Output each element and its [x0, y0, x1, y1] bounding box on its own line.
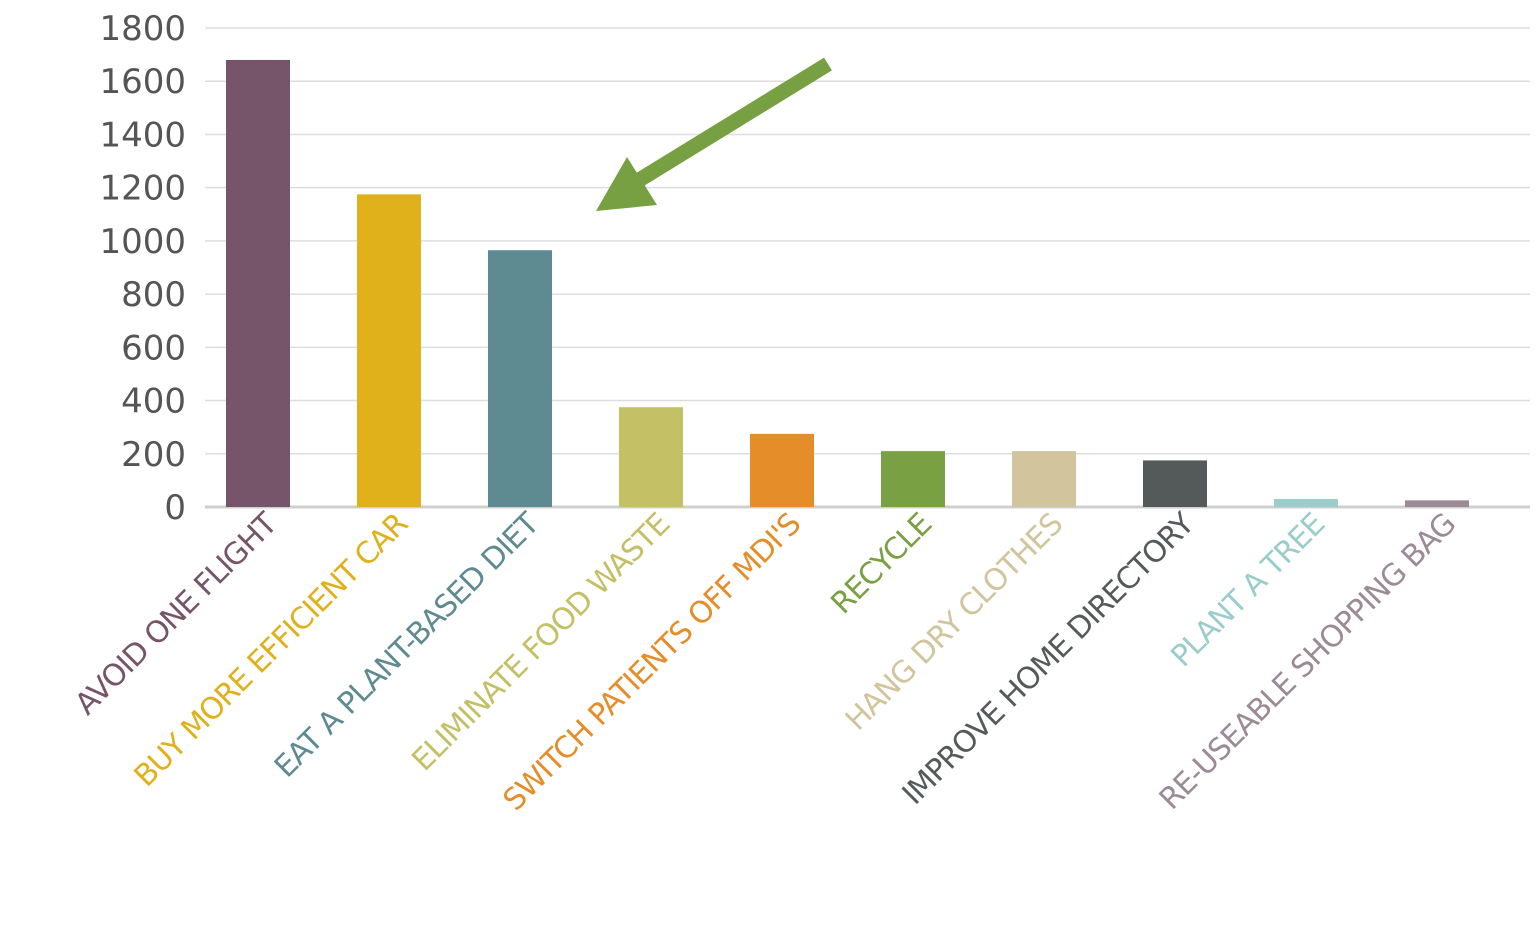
arrow-head: [596, 157, 657, 211]
x-tick-label: HANG DRY CLOTHES: [839, 507, 1070, 738]
x-tick-label: BUY MORE EFFICIENT CAR: [128, 507, 415, 794]
y-tick-label: 1400: [99, 115, 186, 155]
bar: [1143, 460, 1207, 507]
bar: [1405, 500, 1469, 507]
bar: [619, 407, 683, 507]
bar: [488, 250, 552, 508]
bar: [1012, 451, 1076, 507]
y-tick-label: 1000: [99, 222, 186, 262]
annotation-arrow: [596, 57, 832, 211]
y-tick-label: 1600: [99, 62, 186, 102]
bar: [357, 194, 421, 507]
bar: [881, 451, 945, 507]
bar: [1274, 499, 1338, 507]
y-tick-label: 0: [164, 488, 186, 528]
y-tick-label: 400: [121, 382, 186, 422]
y-tick-label: 1200: [99, 169, 186, 209]
bar: [226, 59, 290, 507]
y-tick-label: 1800: [99, 9, 186, 49]
bar: [750, 433, 814, 507]
x-tick-label: RECYCLE: [824, 507, 938, 621]
x-tick-label: ELIMINATE FOOD WASTE: [405, 507, 676, 778]
y-tick-label: 200: [121, 435, 186, 475]
arrow-shaft: [632, 57, 832, 189]
bars: [226, 59, 1469, 508]
y-tick-label: 600: [121, 328, 186, 368]
y-tick-label: 800: [121, 275, 186, 315]
y-axis-ticks: 0 200 400 600 800 1000 1200 1400 1600 1800: [99, 9, 186, 528]
x-tick-label: EAT A PLANT-BASED DIET: [268, 506, 547, 785]
